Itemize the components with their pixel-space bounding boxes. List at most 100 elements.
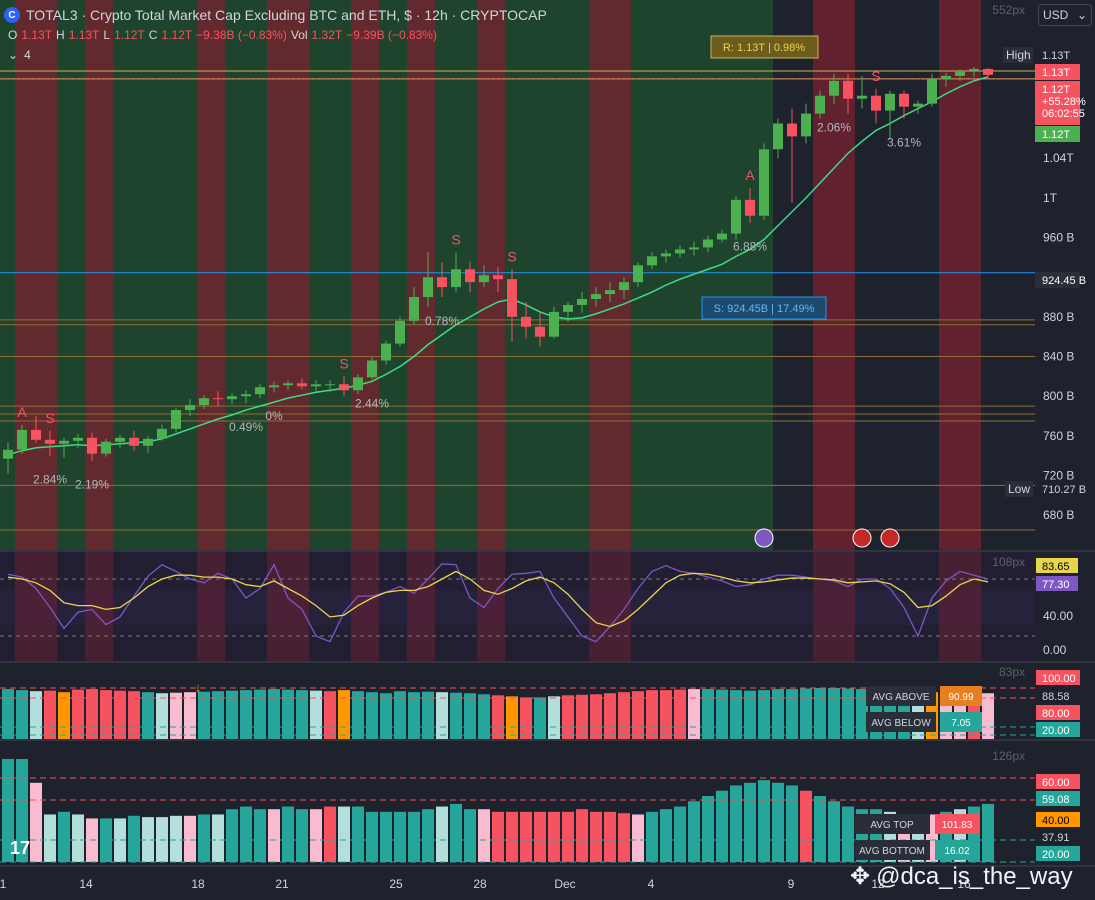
histogram-bar [520, 811, 532, 862]
candle [465, 269, 475, 283]
histogram-bar [828, 688, 840, 739]
stat-value-bg [940, 686, 982, 706]
histogram-bar [534, 697, 546, 739]
candle [647, 256, 657, 266]
histogram-bar [380, 693, 392, 739]
hist-tick-bg [1036, 688, 1080, 703]
low-label: L [103, 28, 111, 42]
candle [423, 277, 433, 298]
support-label: S: 924.45B | 17.49% [714, 303, 815, 315]
candle [605, 290, 615, 295]
hist-tick-bg [1036, 812, 1080, 827]
hist-tick-bg [1036, 774, 1080, 789]
pct-label: 2.19% [75, 478, 109, 492]
time-tick: 12 [871, 877, 885, 891]
candle [59, 440, 69, 444]
histogram-bar [254, 689, 266, 739]
histogram-bar [800, 790, 812, 862]
candle [17, 429, 27, 450]
candle [521, 316, 531, 327]
chevron-down-icon[interactable]: ⌄ [8, 48, 19, 62]
histogram-bar [156, 693, 168, 739]
candle [241, 394, 251, 397]
histogram-bar [240, 690, 252, 739]
candle [339, 384, 349, 391]
close-label: C [148, 28, 158, 42]
histogram-bar [142, 817, 154, 862]
support-price-bg [1035, 272, 1080, 288]
hist-tick-bg [1036, 670, 1080, 685]
tradingview-logo-icon: 17 [10, 838, 31, 858]
bear-band [197, 551, 225, 661]
histogram-bar [2, 759, 14, 862]
candle [73, 437, 83, 441]
histogram-bar [422, 691, 434, 739]
candle [409, 297, 419, 321]
time-tick: 25 [389, 877, 403, 891]
time-tick: 21 [275, 877, 289, 891]
candle [857, 95, 867, 99]
hist-tick: 88.58 [1042, 691, 1070, 703]
candle [185, 405, 195, 411]
indicator-toggle[interactable]: ⌄ 4 [8, 48, 31, 62]
last-price-bg [1035, 81, 1080, 125]
scale-label: 83px [999, 665, 1025, 679]
symbol-title[interactable]: TOTAL3 · Crypto Total Market Cap Excludi… [26, 7, 547, 23]
candle [45, 439, 55, 444]
scale-label: 126px [992, 749, 1025, 763]
currency-select[interactable]: USD ⌄ [1038, 4, 1092, 26]
candle [703, 239, 713, 248]
hist-tick: 100.00 [1042, 673, 1076, 685]
histogram-bar [660, 690, 672, 739]
candle [479, 275, 489, 283]
stat-label-bg [855, 840, 930, 860]
bear-band [939, 551, 981, 661]
watermark-text: @dca_is_the_way [876, 862, 1073, 890]
pct-label: 0.78% [425, 314, 459, 328]
stat-label-bg [855, 814, 930, 834]
histogram-bar [450, 692, 462, 739]
bear-band [407, 551, 435, 661]
candle [843, 80, 853, 99]
candle [227, 396, 237, 400]
histogram-bar [282, 806, 294, 862]
histogram-bar [366, 692, 378, 739]
candle [31, 429, 41, 440]
time-tick: 14 [79, 877, 93, 891]
volume-value: 1.32T [311, 28, 343, 42]
signal-label: S [871, 68, 880, 84]
histogram-bar [618, 813, 630, 862]
histogram-bar [184, 815, 196, 862]
histogram-bar [604, 693, 616, 739]
cryptocap-logo-icon: C [4, 7, 20, 23]
time-tick: 18 [191, 877, 205, 891]
histogram-bar [436, 692, 448, 739]
candle [507, 279, 517, 317]
histogram-bar [352, 806, 364, 862]
histogram-bar [478, 809, 490, 862]
histogram-bar [786, 689, 798, 739]
candle [115, 437, 125, 442]
ohlc-legend: O 1.13T H 1.13T L 1.12T C 1.12T −9.38B (−0.8… [8, 28, 437, 42]
price-tick: 840 B [1043, 350, 1074, 364]
scale-label: 108px [992, 555, 1025, 569]
pct-label: 0% [265, 409, 283, 423]
pct-label: 2.44% [355, 396, 389, 410]
hist-tick: 37.91 [1042, 832, 1070, 844]
stoch-k-value: 83.65 [1042, 561, 1070, 573]
low-price: 710.27 B [1042, 484, 1086, 496]
histogram-bar [198, 691, 210, 739]
stat-label: AVG BOTTOM [859, 846, 925, 857]
candle [269, 385, 279, 388]
candle [311, 384, 321, 387]
histogram-bar [436, 806, 448, 862]
candle [395, 320, 405, 344]
candle [983, 68, 993, 75]
histogram-bar [618, 692, 630, 739]
histogram-bar [226, 809, 238, 862]
histogram-bar [730, 690, 742, 739]
bear-band [589, 0, 631, 550]
bear-band [939, 0, 981, 550]
volume-label: Vol [290, 28, 308, 42]
